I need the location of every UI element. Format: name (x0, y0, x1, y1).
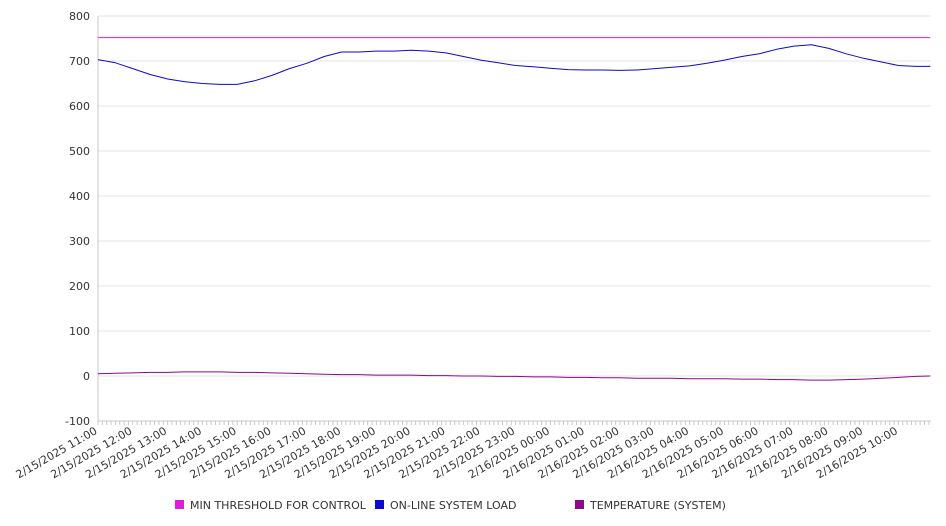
y-tick-label: 0 (83, 370, 90, 383)
y-tick-label: 800 (69, 10, 90, 23)
gridlines (98, 15, 931, 422)
legend-label: ON-LINE SYSTEM LOAD (390, 499, 516, 512)
y-tick-label: 100 (69, 325, 90, 338)
y-tick-label: 400 (69, 190, 90, 203)
legend-swatch (575, 500, 584, 509)
y-tick-label: 600 (69, 100, 90, 113)
y-tick-label: 200 (69, 280, 90, 293)
legend-swatch (175, 500, 184, 509)
series-lines (97, 37, 931, 381)
legend-swatch (375, 500, 384, 509)
legend-label: TEMPERATURE (SYSTEM) (589, 499, 726, 512)
x-minor-ticks (97, 421, 930, 425)
y-tick-label: 700 (69, 55, 90, 68)
series-line-3 (97, 371, 931, 381)
legend-label: MIN THRESHOLD FOR CONTROL (190, 499, 367, 512)
legend: MIN THRESHOLD FOR CONTROL ON-LINE SYSTEM … (175, 499, 726, 512)
y-tick-label: 500 (69, 145, 90, 158)
y-tick-label: -100 (65, 415, 90, 428)
y-tick-labels: 800 700 600 500 400 300 200 100 0 -100 (65, 10, 90, 428)
x-tick-labels: 2/15/2025 11:002/15/2025 12:002/15/2025 … (14, 424, 900, 481)
y-tick-label: 300 (69, 235, 90, 248)
axes (97, 16, 931, 422)
series-line-2 (97, 44, 931, 85)
